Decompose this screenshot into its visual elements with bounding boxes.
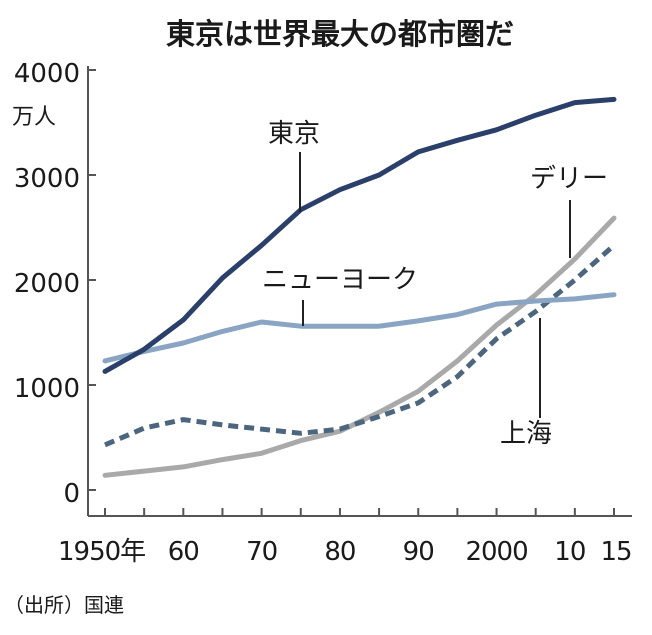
x-tick-label: 90 xyxy=(403,537,434,567)
y-tick-label: 3000 xyxy=(14,164,80,194)
x-tick-label: 2000 xyxy=(465,537,527,567)
series-line-1 xyxy=(102,292,617,364)
x-tick-label: 1950年 xyxy=(58,537,145,567)
series-lines xyxy=(102,96,617,478)
series-label: 上海 xyxy=(500,419,552,449)
x-tick-label: 70 xyxy=(246,537,277,567)
x-tick-label: 80 xyxy=(324,537,355,567)
chart-title: 東京は世界最大の都市圏だ xyxy=(166,17,514,51)
y-tick-label: 0 xyxy=(63,479,80,509)
series-label: ニューヨーク xyxy=(262,265,418,295)
source-note: （出所）国連 xyxy=(4,593,124,617)
series-label: デリー xyxy=(530,164,608,194)
x-tick-label: 10 xyxy=(554,537,585,567)
y-tick-label: 4000 xyxy=(14,59,80,89)
x-tick-label: 15 xyxy=(600,537,631,567)
y-tick-label: 1000 xyxy=(14,374,80,404)
series-line-3 xyxy=(104,243,616,448)
axes: 0 1000 2000 3000 4000 1950年 60 70 80 90 2000 10 15 xyxy=(14,59,633,567)
y-axis-unit: 万人 xyxy=(12,105,56,130)
x-tick-label: 60 xyxy=(168,537,199,567)
series-label: 東京 xyxy=(268,119,320,149)
series-line-0 xyxy=(102,96,617,374)
y-tick-label: 2000 xyxy=(14,269,80,299)
